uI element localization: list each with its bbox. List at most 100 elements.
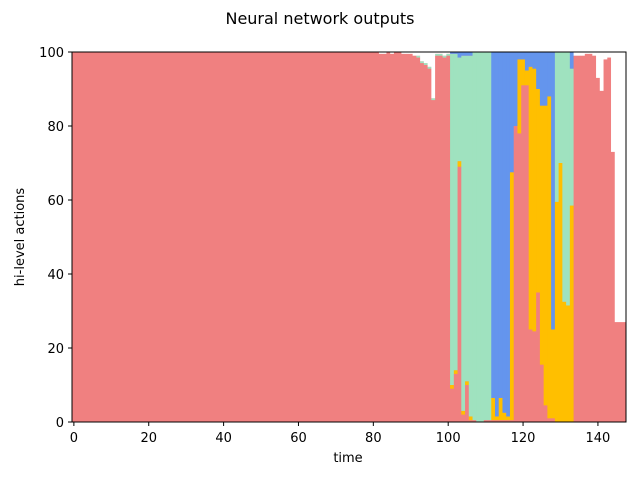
stack-segment	[491, 397, 496, 421]
stack-segment	[90, 52, 95, 422]
stack-segment	[408, 53, 414, 422]
stack-segment	[521, 59, 526, 86]
stack-segment	[390, 53, 395, 422]
stack-segment	[98, 52, 103, 422]
stack-segment	[285, 52, 290, 422]
stack-segment	[465, 381, 470, 385]
stack-segment	[274, 52, 279, 422]
stack-segment	[229, 52, 234, 422]
stack-segment	[468, 420, 473, 422]
stack-segment	[116, 52, 122, 422]
stack-segment	[188, 52, 193, 422]
stack-segment	[397, 52, 402, 422]
stack-segment	[161, 52, 166, 422]
stack-segment	[577, 55, 582, 422]
stack-segment	[232, 52, 238, 422]
stack-segment	[334, 52, 339, 422]
stack-gap	[408, 52, 414, 54]
stack-segment	[528, 66, 533, 330]
stack-segment	[375, 52, 380, 422]
stack-segment	[461, 414, 466, 422]
stack-segment	[195, 52, 200, 422]
stack-segment	[442, 55, 447, 58]
stack-segment	[131, 52, 137, 422]
stack-segment	[94, 52, 99, 422]
stack-segment	[386, 52, 391, 422]
stack-segment	[165, 52, 170, 422]
stack-segment	[468, 52, 473, 56]
stack-segment	[521, 85, 526, 423]
stack-segment	[603, 59, 608, 423]
stack-segment	[498, 52, 503, 398]
stack-segment	[360, 52, 365, 422]
stack-segment	[109, 52, 114, 422]
stack-segment	[330, 52, 335, 422]
stack-segment	[247, 52, 253, 422]
stack-gap	[618, 52, 623, 323]
stack-segment	[483, 420, 488, 422]
stack-segment	[217, 52, 223, 422]
stack-segment	[453, 52, 458, 54]
stack-segment	[480, 52, 485, 422]
y-axis-title: hi-level actions	[13, 188, 28, 287]
stack-segment	[476, 52, 481, 422]
stack-segment	[154, 52, 159, 422]
stack-segment	[588, 53, 593, 422]
stack-segment	[547, 418, 552, 422]
stack-segment	[277, 52, 283, 422]
x-axis-title: time	[333, 451, 362, 466]
stack-gap	[622, 52, 627, 323]
stack-segment	[446, 55, 451, 422]
y-axis: 0 20 40 60 80 100	[39, 46, 72, 431]
stack-segment	[199, 52, 204, 422]
stack-segment	[416, 55, 421, 58]
stack-segment	[210, 52, 215, 422]
stack-segment	[483, 52, 488, 421]
stack-segment	[322, 52, 327, 422]
stack-segment	[427, 68, 432, 423]
stack-segment	[79, 52, 84, 422]
stack-segment	[498, 397, 503, 421]
stack-segment	[83, 52, 88, 422]
stack-segment	[472, 52, 477, 421]
stack-segment	[566, 52, 571, 306]
stack-segment	[494, 416, 500, 421]
stack-segment	[528, 329, 533, 422]
stack-segment	[158, 52, 163, 422]
stack-segment	[382, 53, 387, 422]
stack-segment	[487, 420, 492, 422]
stack-segment	[446, 53, 451, 56]
stack-segment	[558, 163, 563, 422]
stack-gap	[401, 52, 406, 54]
stack-segment	[487, 52, 492, 421]
stack-gap	[596, 52, 601, 78]
stack-segment	[509, 172, 515, 421]
stack-segment	[614, 322, 619, 422]
stack-gap	[573, 52, 578, 56]
x-tick-label: 120	[511, 431, 536, 446]
stack-segment	[465, 55, 470, 382]
stack-segment	[517, 52, 522, 60]
stack-segment	[465, 385, 470, 422]
stack-segment	[450, 385, 455, 389]
stack-segment	[225, 52, 230, 422]
x-tick-label: 140	[586, 431, 611, 446]
stack-segment	[457, 161, 462, 167]
stack-segment	[420, 63, 425, 422]
stack-segment	[307, 52, 312, 422]
stack-gap	[442, 52, 447, 56]
x-axis: 0 20 40 60 80 100 120 140	[70, 422, 611, 446]
stack-segment	[450, 388, 455, 422]
stack-segment	[266, 52, 271, 422]
stack-segment	[113, 52, 118, 422]
stack-segment	[468, 416, 473, 421]
stack-segment	[472, 420, 477, 422]
stack-segment	[311, 52, 316, 422]
stack-segment	[262, 52, 268, 422]
stack-segment	[169, 52, 174, 422]
stack-segment	[300, 52, 305, 422]
stack-segment	[491, 52, 496, 398]
stack-segment	[517, 133, 522, 422]
y-tick-label: 60	[47, 194, 64, 209]
stack-segment	[191, 52, 196, 422]
